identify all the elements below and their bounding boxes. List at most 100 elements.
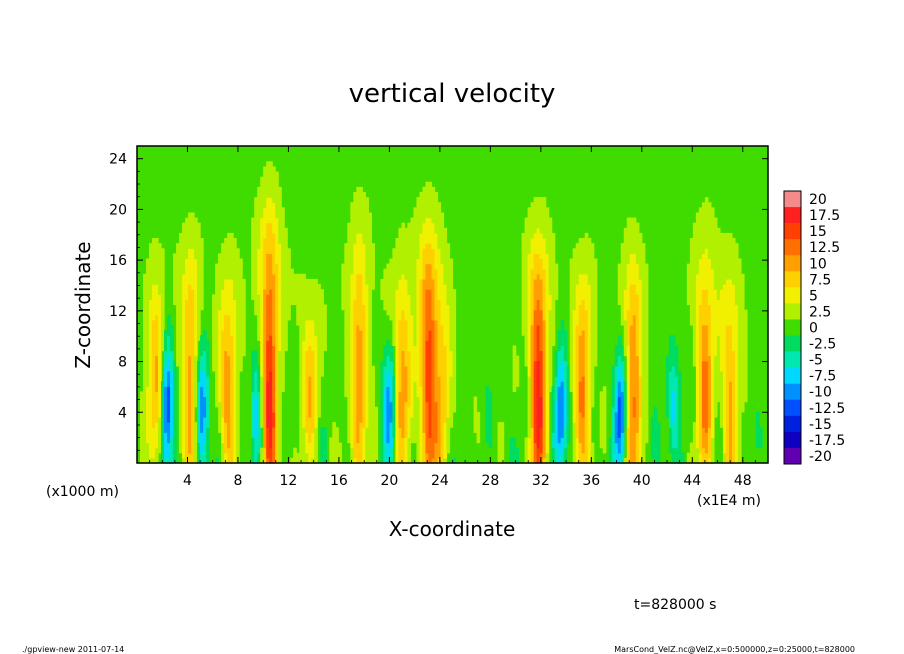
heatmap-cell: [404, 340, 409, 346]
heatmap-cell: [266, 452, 270, 459]
heatmap-cell: [584, 340, 589, 346]
heatmap-cell: [407, 350, 412, 357]
heatmap-cell: [320, 294, 324, 300]
heatmap-cell: [254, 386, 258, 393]
heatmap-cell: [575, 442, 580, 449]
heatmap-cell: [419, 376, 424, 382]
heatmap-cell: [257, 442, 261, 449]
heatmap-cell: [284, 248, 288, 254]
heatmap-cell: [227, 411, 231, 418]
heatmap-cell: [569, 365, 574, 372]
heatmap-cell: [401, 406, 406, 413]
heatmap-cell: [545, 243, 550, 249]
heatmap-cell: [551, 238, 556, 244]
heatmap-cell: [278, 319, 282, 326]
heatmap-cell: [356, 457, 360, 464]
heatmap-cell: [194, 263, 198, 270]
heatmap-cell: [188, 284, 192, 290]
heatmap-cell: [146, 314, 150, 321]
heatmap-cell: [626, 386, 631, 393]
heatmap-cell: [623, 227, 628, 234]
heatmap-cell: [620, 452, 625, 459]
heatmap-cell: [233, 360, 237, 367]
heatmap-cell: [146, 457, 150, 464]
heatmap-cell: [320, 309, 324, 316]
heatmap-cell: [278, 197, 282, 203]
heatmap-cell: [344, 381, 348, 387]
heatmap-cell: [419, 340, 424, 346]
heatmap-cell: [578, 360, 583, 367]
heatmap-cell: [149, 406, 153, 413]
heatmap-cell: [434, 324, 439, 331]
heatmap-cell: [152, 289, 156, 295]
heatmap-cell: [152, 437, 156, 444]
heatmap-cell: [215, 340, 219, 346]
heatmap-cell: [485, 427, 490, 433]
heatmap-cell: [362, 442, 366, 449]
heatmap-cell: [434, 340, 439, 346]
heatmap-cell: [200, 437, 204, 444]
heatmap-cell: [620, 411, 625, 418]
heatmap-cell: [581, 447, 586, 454]
heatmap-cell: [446, 258, 451, 265]
heatmap-cell: [401, 360, 406, 367]
heatmap-cell: [254, 355, 258, 362]
heatmap-cell: [254, 432, 258, 439]
heatmap-cell: [542, 406, 547, 413]
heatmap-cell: [527, 350, 532, 357]
heatmap-cell: [149, 289, 153, 295]
heatmap-cell: [557, 442, 562, 449]
heatmap-cell: [350, 207, 354, 214]
heatmap-cell: [593, 263, 598, 270]
heatmap-cell: [380, 360, 384, 367]
heatmap-cell: [626, 437, 631, 444]
heatmap-cell: [401, 304, 406, 311]
heatmap-cell: [449, 268, 454, 275]
heatmap-cell: [281, 232, 285, 239]
heatmap-cell: [251, 222, 255, 229]
heatmap-cell: [266, 324, 270, 331]
heatmap-cell: [578, 289, 583, 295]
heatmap-cell: [407, 335, 412, 341]
heatmap-cell: [284, 227, 288, 234]
heatmap-cell: [389, 294, 393, 300]
heatmap-cell: [269, 192, 273, 198]
heatmap-cell: [530, 355, 535, 362]
heatmap-cell: [422, 411, 427, 418]
heatmap-cell: [263, 411, 267, 418]
heatmap-cell: [191, 422, 195, 428]
heatmap-cell: [200, 396, 204, 403]
heatmap-cell: [437, 268, 442, 275]
heatmap-cell: [563, 452, 568, 459]
heatmap-cell: [149, 416, 153, 423]
heatmap-cell: [383, 422, 387, 428]
heatmap-cell: [533, 406, 538, 413]
heatmap-cell: [266, 166, 270, 173]
heatmap-cell: [218, 340, 222, 346]
heatmap-cell: [356, 401, 360, 408]
heatmap-cell: [236, 263, 240, 270]
heatmap-cell: [347, 391, 351, 398]
heatmap-cell: [401, 416, 406, 423]
heatmap-cell: [251, 273, 255, 280]
heatmap-cell: [584, 253, 589, 260]
heatmap-cell: [395, 335, 400, 341]
heatmap-cell: [269, 422, 273, 428]
heatmap-cell: [173, 411, 177, 418]
heatmap-cell: [227, 268, 231, 275]
heatmap-cell: [563, 350, 568, 357]
heatmap-cell: [365, 222, 369, 229]
heatmap-cell: [185, 299, 189, 306]
heatmap-cell: [272, 243, 276, 249]
heatmap-cell: [365, 457, 369, 464]
heatmap-cell: [626, 411, 631, 418]
heatmap-cell: [251, 284, 255, 290]
heatmap-cell: [614, 355, 619, 362]
heatmap-cell: [554, 422, 559, 428]
heatmap-cell: [272, 396, 276, 403]
heatmap-cell: [551, 401, 556, 408]
heatmap-cell: [263, 427, 267, 433]
heatmap-cell: [410, 416, 415, 423]
heatmap-cell: [560, 416, 565, 423]
heatmap-cell: [404, 309, 409, 316]
